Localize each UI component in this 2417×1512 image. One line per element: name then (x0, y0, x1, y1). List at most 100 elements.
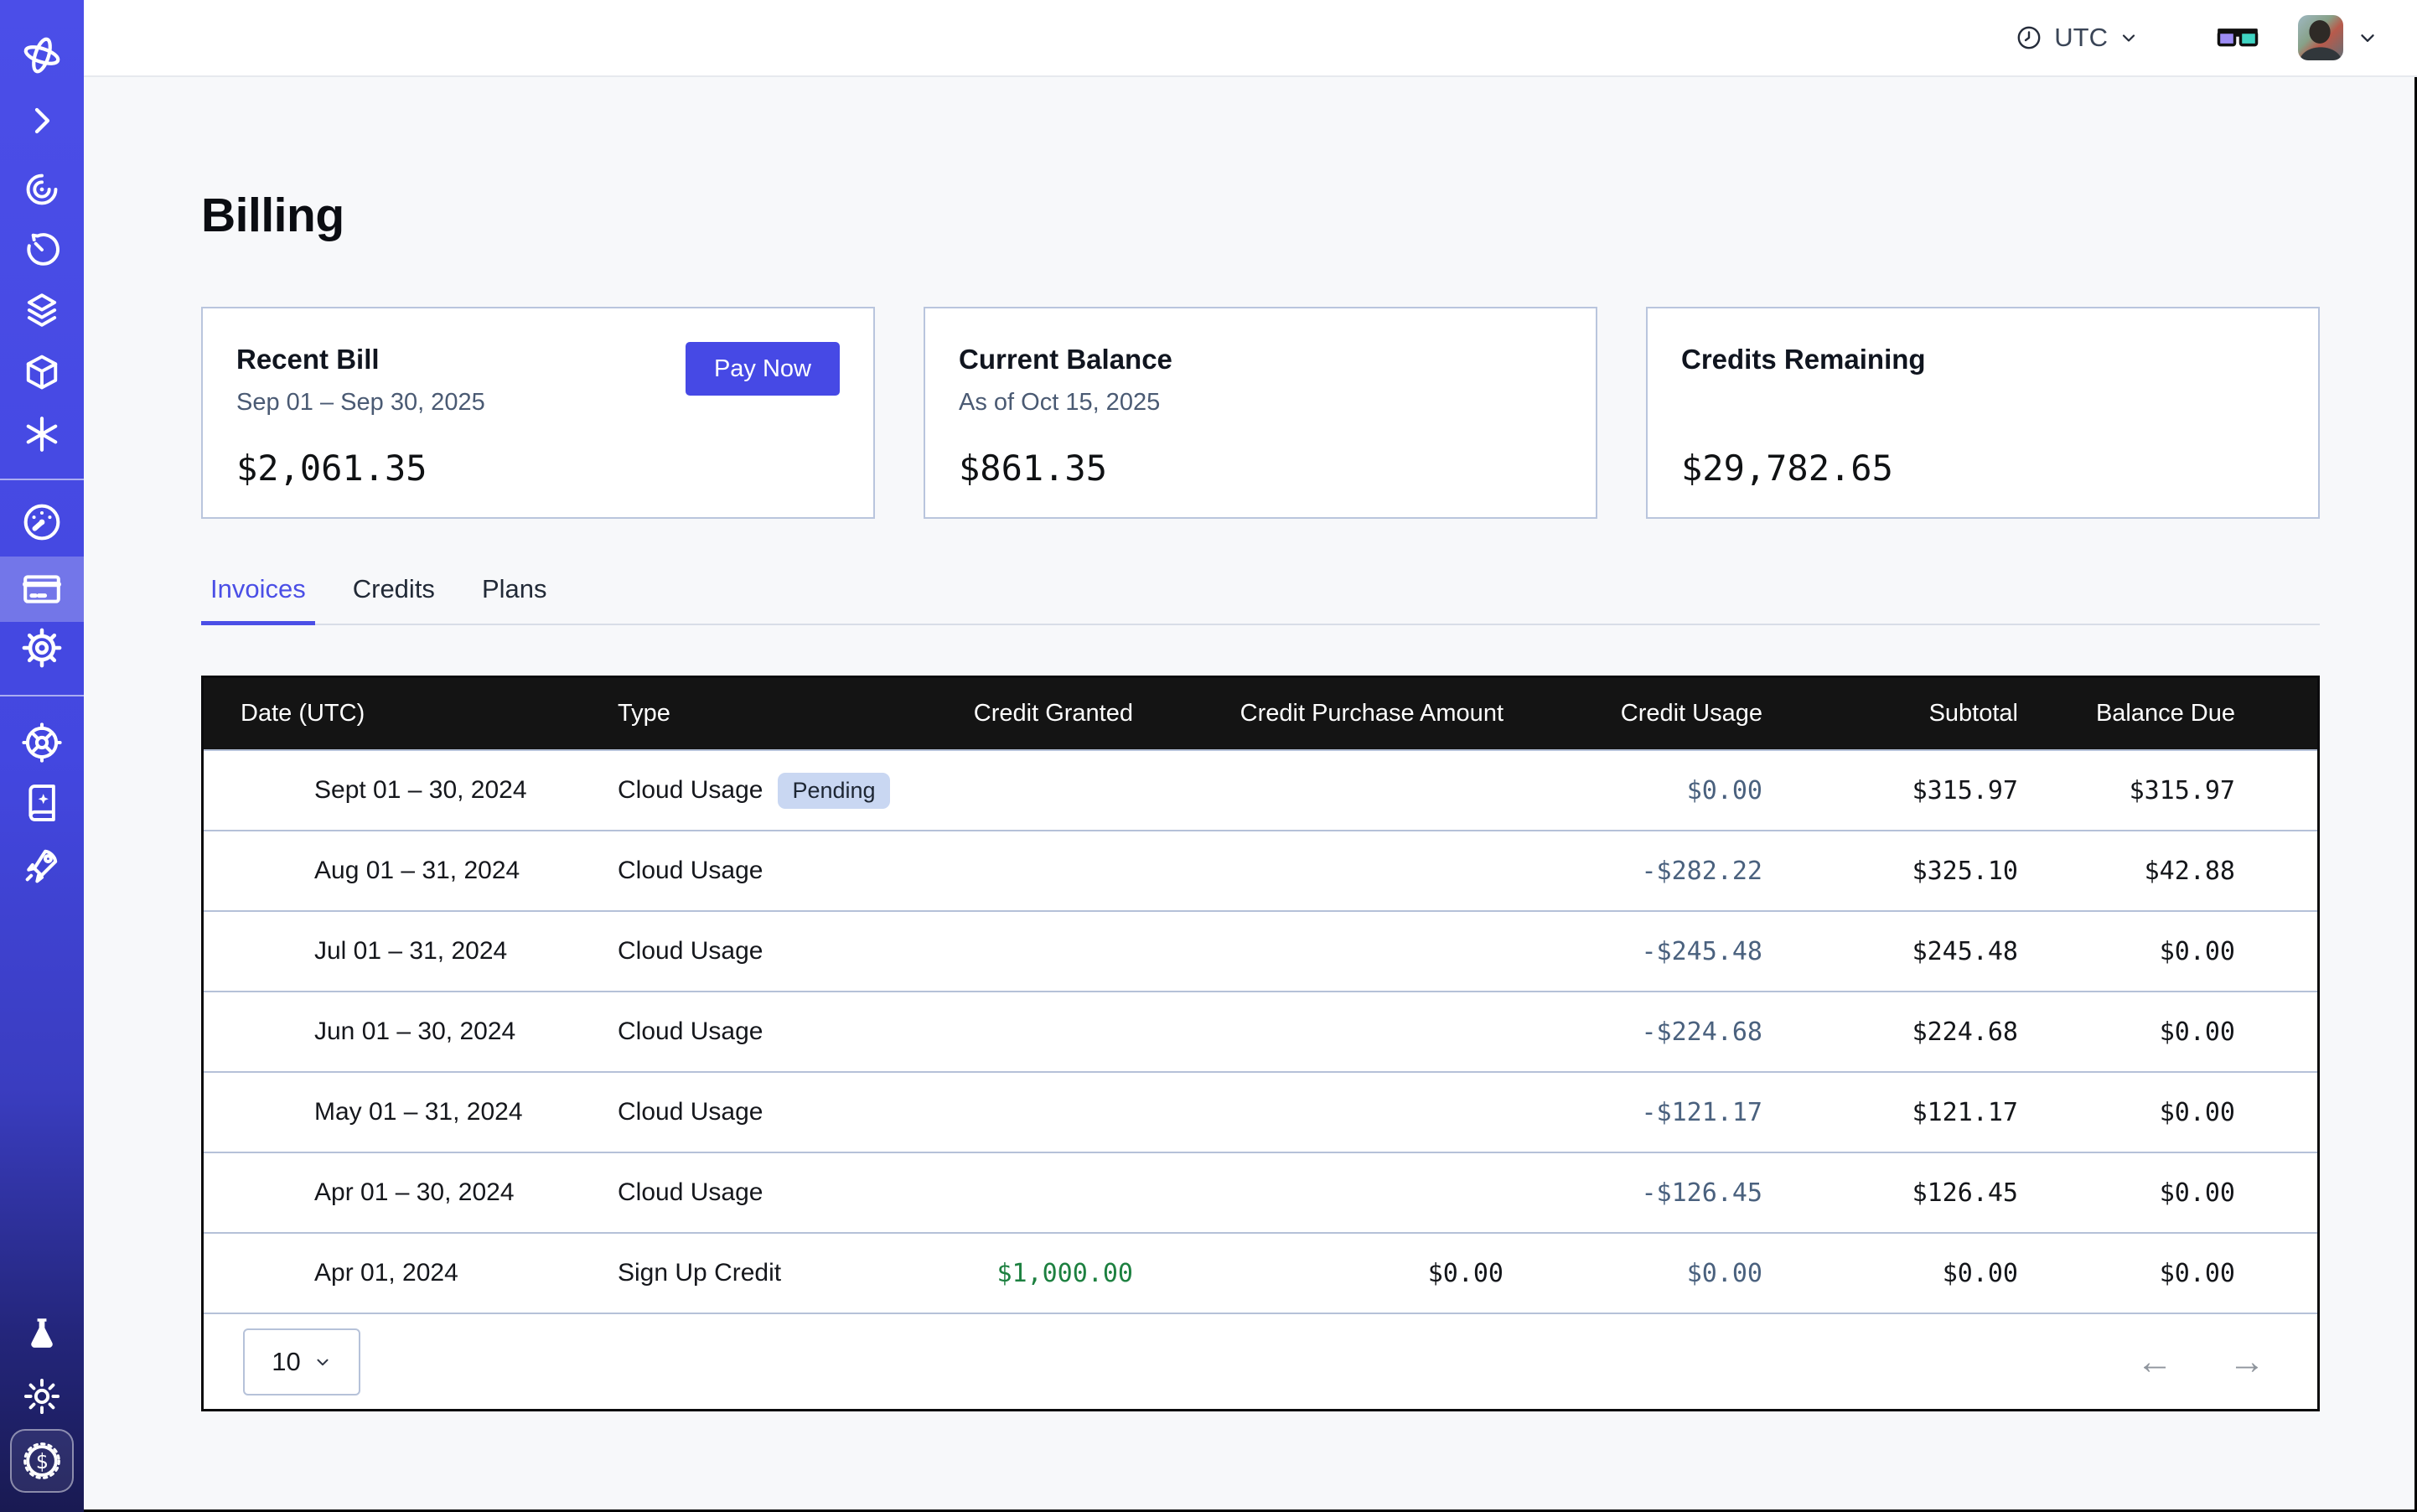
page-size-select[interactable]: 10 (243, 1328, 360, 1395)
table-row: Jun 01 – 30, 2024 Cloud Usage -$224.68 $… (204, 991, 2317, 1071)
credit-usage: $0.00 (1504, 1259, 1762, 1288)
sidebar-divider (0, 479, 84, 480)
current-balance-amount: $861.35 (959, 448, 1562, 489)
table-row: Sept 01 – 30, 2024 Cloud Usage Pending $… (204, 749, 2317, 830)
credit-granted: $1,000.00 (928, 1259, 1133, 1288)
invoice-type: Cloud Usage (618, 1098, 928, 1126)
tab-plans[interactable]: Plans (473, 564, 556, 625)
credit-usage: -$121.17 (1504, 1098, 1762, 1127)
dollar-badge-button[interactable]: $ (10, 1429, 74, 1493)
billing-screen: $ UTC Billing (0, 0, 2417, 1512)
tab-invoices[interactable]: Invoices (201, 564, 315, 625)
column-header: Credit Purchase Amount (1133, 700, 1504, 728)
credits-remaining-card: Credits Remaining $29,782.65 (1646, 307, 2320, 519)
billing-tabs: Invoices Credits Plans (201, 564, 2320, 625)
invoice-type-label: Cloud Usage (618, 1017, 763, 1046)
user-avatar[interactable] (2298, 15, 2343, 60)
pay-now-button[interactable]: Pay Now (686, 342, 840, 396)
recent-bill-amount: $2,061.35 (236, 448, 840, 489)
ship-wheel-icon[interactable] (0, 712, 84, 773)
next-page-button[interactable]: → (2228, 1344, 2265, 1380)
invoice-type-label: Cloud Usage (618, 1178, 763, 1207)
invoice-type-label: Cloud Usage (618, 857, 763, 885)
summary-cards: Recent Bill Pay Now Sep 01 – Sep 30, 202… (201, 307, 2320, 519)
layers-icon[interactable] (0, 280, 84, 340)
invoice-type: Cloud Usage Pending (618, 773, 928, 809)
column-header: Subtotal (1762, 700, 2018, 728)
subtotal: $0.00 (1762, 1259, 2018, 1288)
current-balance-card: Current Balance As of Oct 15, 2025 $861.… (924, 307, 1597, 519)
svg-text:$: $ (36, 1449, 49, 1473)
chevron-down-icon (2119, 28, 2139, 48)
subtotal: $245.48 (1762, 937, 2018, 966)
balance-due: $0.00 (2018, 1017, 2235, 1047)
invoice-type: Sign Up Credit (618, 1259, 928, 1287)
table-footer: 10 ← → (204, 1313, 2317, 1409)
card-sub-spacer (1681, 389, 2285, 421)
main-content: Billing Recent Bill Pay Now Sep 01 – Sep… (84, 77, 2417, 1512)
subtotal: $121.17 (1762, 1098, 2018, 1127)
timezone-selector[interactable]: UTC (2015, 23, 2139, 53)
chevron-right-icon[interactable] (0, 91, 84, 151)
table-row: Jul 01 – 31, 2024 Cloud Usage -$245.48 $… (204, 910, 2317, 991)
invoice-type-label: Cloud Usage (618, 776, 763, 805)
invoice-date: Sept 01 – 30, 2024 (204, 776, 618, 805)
recent-bill-card: Recent Bill Pay Now Sep 01 – Sep 30, 202… (201, 307, 875, 519)
credit-usage: $0.00 (1504, 776, 1762, 805)
glasses-icon-button[interactable] (2216, 24, 2259, 51)
invoice-type: Cloud Usage (618, 1017, 928, 1046)
invoice-type-label: Sign Up Credit (618, 1259, 781, 1287)
invoice-type-label: Cloud Usage (618, 1098, 763, 1126)
balance-due: $0.00 (2018, 1259, 2235, 1288)
prev-page-button[interactable]: ← (2136, 1344, 2173, 1380)
invoice-type: Cloud Usage (618, 857, 928, 885)
tab-credits[interactable]: Credits (344, 564, 444, 625)
column-header: Credit Granted (928, 700, 1133, 728)
credit-usage: -$245.48 (1504, 937, 1762, 966)
invoice-date: Aug 01 – 31, 2024 (204, 857, 618, 885)
credit-usage: -$224.68 (1504, 1017, 1762, 1047)
invoice-date: Jul 01 – 31, 2024 (204, 937, 618, 966)
invoice-date: Apr 01, 2024 (204, 1259, 618, 1287)
spiral-icon[interactable] (0, 159, 84, 220)
asterisk-icon[interactable] (0, 404, 84, 464)
subtotal: $325.10 (1762, 857, 2018, 886)
invoice-type: Cloud Usage (618, 937, 928, 966)
page-title: Billing (201, 188, 2320, 243)
credit-usage: -$282.22 (1504, 857, 1762, 886)
balance-due: $315.97 (2018, 776, 2235, 805)
cube-icon[interactable] (0, 342, 84, 402)
table-row: Aug 01 – 31, 2024 Cloud Usage -$282.22 $… (204, 830, 2317, 910)
table-header-row: Date (UTC) Type Credit Granted Credit Pu… (204, 678, 2317, 749)
balance-due: $0.00 (2018, 1178, 2235, 1208)
page-size-value: 10 (272, 1347, 300, 1377)
credit-card-icon[interactable] (0, 559, 84, 619)
gauge-icon[interactable] (0, 492, 84, 552)
history-timer-icon[interactable] (0, 220, 84, 280)
sun-icon[interactable] (0, 1366, 84, 1427)
orbit-logo-icon[interactable] (0, 25, 84, 85)
credits-remaining-amount: $29,782.65 (1681, 448, 2285, 489)
table-row: May 01 – 31, 2024 Cloud Usage -$121.17 $… (204, 1071, 2317, 1152)
topbar: UTC (84, 0, 2417, 77)
balance-due: $42.88 (2018, 857, 2235, 886)
gear-icon[interactable] (0, 618, 84, 678)
balance-as-of: As of Oct 15, 2025 (959, 389, 1562, 421)
card-title: Current Balance (959, 344, 1562, 375)
invoice-date: Apr 01 – 30, 2024 (204, 1178, 618, 1207)
column-header: Type (618, 700, 928, 728)
table-row: Apr 01 – 30, 2024 Cloud Usage -$126.45 $… (204, 1152, 2317, 1232)
clock-icon (2015, 23, 2043, 52)
rocket-icon[interactable] (0, 835, 84, 895)
book-sparkle-icon[interactable] (0, 773, 84, 833)
invoice-date: Jun 01 – 30, 2024 (204, 1017, 618, 1046)
chevron-down-icon (313, 1353, 332, 1371)
user-menu-chevron[interactable] (2357, 27, 2378, 49)
timezone-label: UTC (2054, 23, 2108, 53)
flask-icon[interactable] (0, 1304, 84, 1364)
sidebar-divider (0, 695, 84, 696)
column-header: Date (UTC) (204, 700, 618, 728)
invoice-type: Cloud Usage (618, 1178, 928, 1207)
balance-due: $0.00 (2018, 1098, 2235, 1127)
subtotal: $126.45 (1762, 1178, 2018, 1208)
